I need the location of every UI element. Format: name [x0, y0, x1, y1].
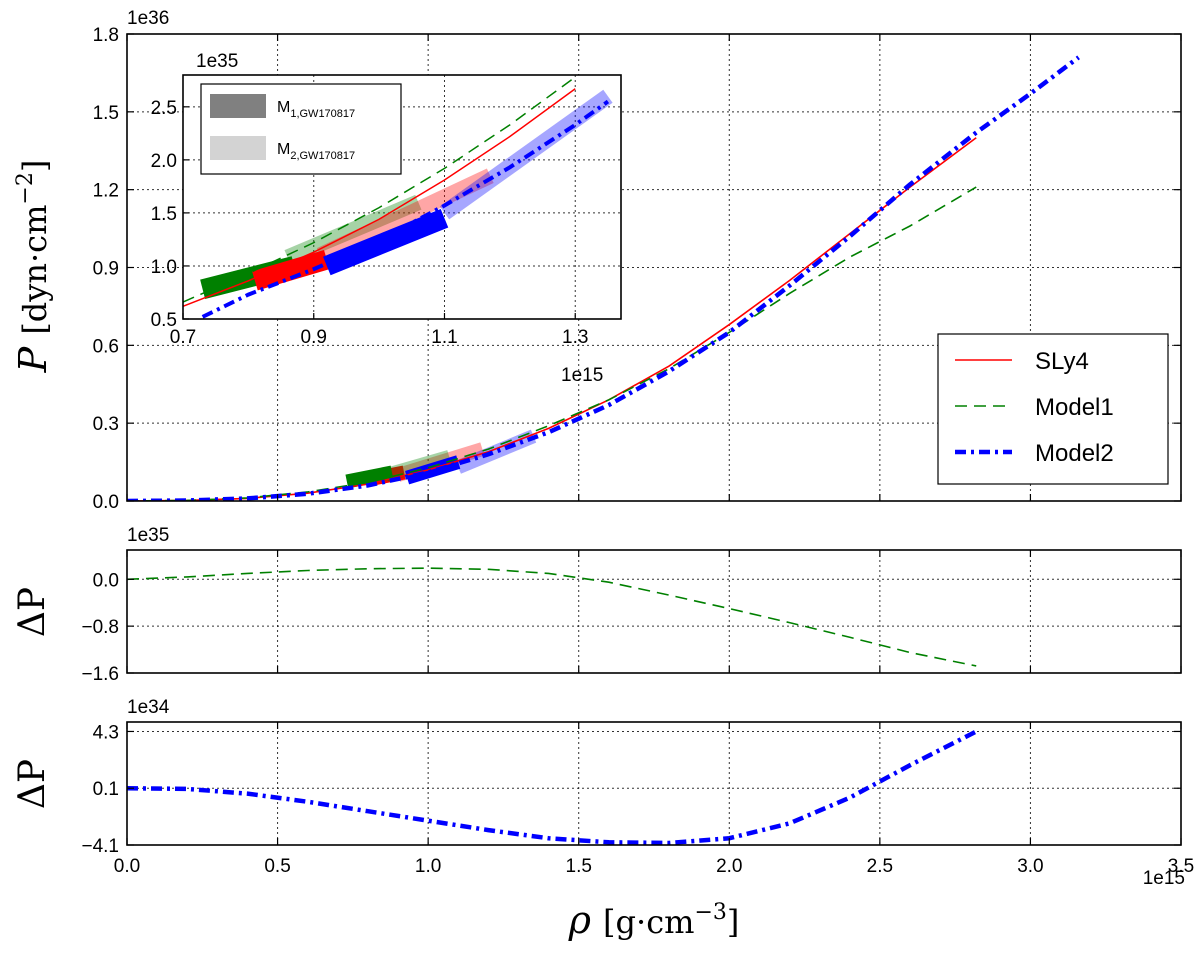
residual-panel-model1: 0.0 −0.8 −1.6 1e35	[81, 525, 1182, 685]
inset-legend-swatch	[210, 94, 266, 118]
confidence-band	[345, 465, 394, 489]
inset-series-line-sly4	[183, 88, 576, 307]
x-tick-label: 0.0	[114, 856, 140, 877]
x-label-symbol: ρ	[568, 898, 603, 942]
x-label-bracket: ]	[727, 903, 739, 941]
residual1-y-tick-label: −0.8	[81, 617, 119, 638]
y-tick-label: 1.5	[93, 103, 119, 124]
legend-label: Model2	[1035, 440, 1114, 467]
inset-panel: 0.5 1.0 1.5 2.0 2.5 0.7 0.9 1.1 1.3 1e35 1e15 M1,GW…	[151, 51, 622, 386]
y-label-symbol: P	[11, 335, 55, 374]
residual-line-model2	[127, 729, 978, 845]
y-tick-label: 0.9	[93, 259, 119, 280]
confidence-band	[284, 194, 422, 265]
y-tick-label: 1.2	[93, 181, 119, 202]
inset-legend-subscript: 1,GW170817	[290, 108, 355, 120]
residual1-y-scale-label: 1e35	[127, 525, 169, 546]
x-axis-label: ρ [g·cm−3]	[568, 898, 740, 942]
inset-x-tick-label: 0.7	[170, 327, 196, 348]
confidence-band	[384, 450, 452, 482]
residual2-y-scale-label: 1e34	[127, 697, 170, 718]
x-tick-label: 1.0	[415, 856, 441, 877]
y-tick-label: 1.8	[93, 25, 119, 46]
inset-y-tick-label: 1.0	[151, 257, 177, 278]
residual2-y-tick-label: −4.1	[81, 836, 119, 857]
y-label-unit: [dyn·cm	[16, 205, 54, 335]
confidence-band	[323, 208, 449, 276]
y-tick-label: 0.3	[93, 414, 119, 435]
residual2-y-tick-label: 0.1	[93, 779, 119, 800]
residual-line-model1	[126, 567, 977, 667]
legend-label: Model1	[1035, 394, 1114, 421]
inset-y-tick-label: 2.5	[151, 98, 177, 119]
main-panel: 0.0 0.3 0.6 0.9 1.2 1.5 1.8 1e36 SLy4 Model1 Model…	[93, 8, 1182, 513]
x-label-exponent: −3	[694, 900, 726, 925]
residual1-y-tick-label: −1.6	[81, 664, 119, 685]
inset-x-scale-label: 1e15	[561, 365, 603, 386]
inset-y-tick-label: 0.5	[151, 310, 177, 331]
residual2-y-axis-label: ΔP	[12, 759, 53, 809]
legend-label: SLy4	[1035, 348, 1089, 375]
inset-x-tick-label: 1.3	[562, 327, 588, 348]
residual1-frame	[126, 549, 1182, 674]
x-tick-label: 1.5	[566, 856, 592, 877]
x-tick-label: 3.5	[1168, 856, 1194, 877]
inset-plot-area	[183, 76, 613, 319]
inset-x-tick-label: 0.9	[301, 327, 327, 348]
inset-legend-swatch	[210, 136, 266, 160]
y-label-exponent: −2	[13, 172, 38, 204]
x-tick-label: 2.5	[867, 856, 893, 877]
residual1-y-axis-label: ΔP	[12, 587, 53, 637]
series-line-model1	[127, 186, 977, 501]
x-tick-label: 3.0	[1017, 856, 1043, 877]
residual-panel-model2: 4.3 0.1 −4.10.0 0.5 1.0 1.5 2.0 2.5 3.0 3.5 1e34 1e…	[81, 697, 1194, 889]
legend-frame	[937, 333, 1169, 485]
inset-y-tick-label: 1.5	[151, 204, 177, 225]
x-tick-label: 0.5	[264, 856, 290, 877]
confidence-band	[316, 168, 494, 263]
residual2-frame	[126, 721, 1182, 846]
x-tick-label: 2.0	[716, 856, 742, 877]
inset-y-scale-label: 1e35	[196, 51, 238, 72]
y-scale-label: 1e36	[127, 8, 169, 29]
y-tick-label: 0.0	[93, 492, 119, 513]
legend: SLy4 Model1 Model2	[937, 333, 1169, 485]
main-y-axis-label: P [dyn·cm−2]	[11, 160, 55, 374]
inset-frame	[182, 74, 622, 320]
inset-x-tick-label: 1.1	[431, 327, 457, 348]
main-plot-area	[127, 55, 1080, 501]
x-label-unit: [g·cm	[603, 903, 694, 941]
y-tick-label: 0.6	[93, 336, 119, 357]
residual1-y-tick-label: 0.0	[93, 570, 119, 591]
axis-labels: P [dyn·cm−2] ΔP ΔP ρ [g·cm−3]	[11, 160, 739, 942]
series-line-model2	[127, 55, 1080, 501]
residual2-plot-area	[127, 729, 978, 845]
inset-legend-subscript: 2,GW170817	[290, 150, 355, 162]
y-label-bracket: ]	[16, 160, 54, 172]
confidence-band	[252, 250, 330, 291]
inset-y-tick-label: 2.0	[151, 151, 177, 172]
residual2-y-tick-label: 4.3	[93, 722, 119, 743]
x-scale-label: 1e15	[1143, 868, 1185, 889]
inset-series-line-model1	[183, 76, 576, 303]
